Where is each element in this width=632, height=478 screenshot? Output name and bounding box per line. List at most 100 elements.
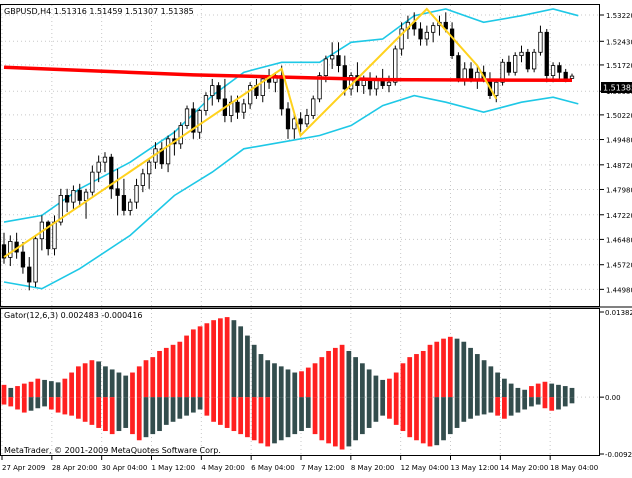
gator-upper-bar [292, 372, 298, 398]
gator-lower-bar [190, 397, 196, 413]
gator-lower-bar [292, 397, 298, 435]
copyright-label: MetaTrader, © 2001-2009 MetaQuotes Softw… [4, 446, 221, 455]
gator-upper-bar [535, 383, 541, 398]
gator-lower-bar [62, 397, 68, 415]
gator-upper-bar [332, 347, 338, 398]
price-tick-label: 1.51720 [606, 62, 632, 70]
bear-candle-body [64, 195, 70, 203]
gator-lower-bar [569, 397, 575, 404]
gator-upper-bar [326, 350, 331, 398]
gator-upper-bar [35, 378, 41, 398]
gator-upper-bar [82, 363, 88, 398]
bear-candle-body [336, 55, 341, 66]
gator-upper-bar [339, 344, 345, 398]
gator-upper-bar [103, 366, 108, 398]
gator-lower-bar [319, 397, 325, 441]
bull-candle-body [184, 108, 190, 126]
bear-candle-body [235, 101, 240, 113]
gator-upper-bar [468, 347, 473, 398]
gator-upper-bar [508, 383, 514, 398]
gator-upper-bar [299, 371, 304, 398]
gator-lower-bar [562, 397, 568, 407]
bull-candle-body [500, 61, 505, 83]
bull-candle-body [165, 138, 171, 165]
gator-lower-bar [502, 397, 507, 419]
bull-candle-body [323, 58, 329, 76]
gator-lower-bar [224, 397, 230, 428]
bull-candle-body [52, 221, 57, 250]
gator-upper-bar [42, 379, 47, 398]
gator-upper-bar [319, 357, 325, 398]
bear-candle-body [1, 244, 7, 259]
bull-candle-body [550, 65, 556, 76]
bull-candle-body [178, 125, 183, 145]
bull-candle-body [424, 31, 429, 40]
gator-upper-bar [414, 354, 419, 398]
gator-lower-bar [55, 397, 61, 413]
gator-lower-bar [360, 397, 365, 435]
gator-lower-bar [89, 397, 95, 425]
time-tick-label: 8 May 20:00 [351, 464, 395, 472]
gator-lower-bar [387, 397, 392, 419]
bull-candle-body [393, 48, 398, 83]
gator-lower-bar [380, 397, 386, 416]
gator-upper-bar [285, 369, 291, 398]
gator-lower-bar [495, 397, 500, 416]
gator-upper-bar [116, 372, 122, 398]
gator-info-label: Gator(12,6,3) 0.002483 -0.000416 [4, 311, 142, 320]
bear-candle-body [367, 80, 373, 90]
gator-upper-bar [157, 350, 162, 398]
gator-lower-bar [407, 397, 413, 438]
price-tick-label: 1.52430 [606, 38, 632, 46]
gator-upper-bar [312, 363, 318, 398]
price-tick-label: 1.49480 [606, 137, 632, 145]
gator-lower-bar [245, 397, 250, 438]
indicator-tick-label: -0.00923 [605, 451, 632, 459]
gator-lower-bar [69, 397, 74, 416]
gator-lower-bar [143, 397, 149, 438]
gator-upper-bar [353, 357, 358, 398]
gator-lower-bar [508, 397, 514, 416]
gator-upper-bar [542, 381, 548, 398]
gator-upper-bar [130, 372, 135, 398]
current-price-label: 1.51385 [603, 84, 632, 93]
gator-upper-bar [305, 367, 311, 398]
gator-lower-bar [299, 397, 304, 432]
gator-upper-bar [346, 350, 352, 398]
bull-candle-body [399, 28, 404, 50]
gator-upper-bar [177, 341, 183, 398]
bull-candle-body [33, 238, 38, 283]
gator-upper-bar [481, 360, 487, 398]
gator-lower-bar [76, 397, 81, 419]
gator-upper-bar [393, 372, 399, 398]
gator-lower-bar [1, 397, 7, 405]
time-tick-label: 13 May 12:00 [451, 464, 499, 472]
bull-candle-body [538, 31, 543, 53]
gator-upper-bar [562, 386, 568, 398]
gator-lower-bar [28, 397, 34, 411]
gator-upper-bar [400, 363, 406, 398]
bull-candle-body [304, 115, 310, 125]
bear-candle-body [298, 118, 303, 125]
bear-candle-body [216, 85, 221, 100]
gator-lower-bar [265, 397, 271, 447]
gator-lower-bar [461, 397, 467, 422]
bear-candle-body [46, 221, 51, 250]
candlestick-series [1, 12, 575, 291]
indicator-tick-label: 0.00 [605, 394, 621, 402]
gator-upper-bar [136, 366, 142, 398]
gator-upper-bar [89, 360, 95, 398]
bear-candle-body [557, 65, 562, 73]
gator-upper-bar [387, 378, 392, 398]
bear-candle-body [109, 156, 114, 190]
gator-lower-bar [218, 397, 223, 425]
gator-lower-bar [373, 397, 379, 422]
bear-candle-body [191, 108, 196, 133]
gator-upper-bar [170, 344, 176, 398]
gator-lower-bar [116, 397, 122, 432]
gator-lower-bar [542, 397, 548, 409]
price-tick-label: 1.53220 [606, 12, 632, 20]
gator-lower-bar [434, 397, 440, 446]
